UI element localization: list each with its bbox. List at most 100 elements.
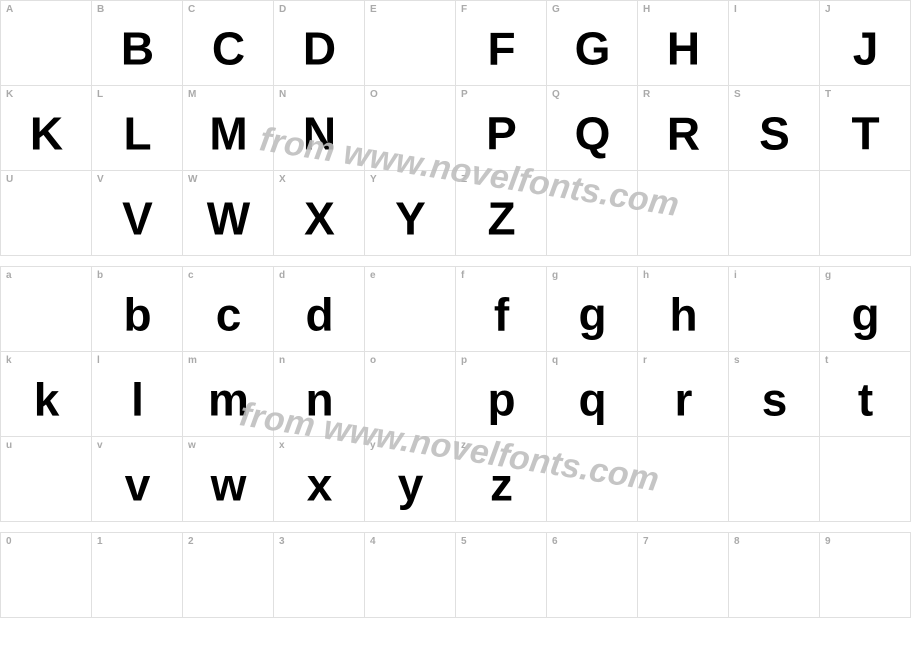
cell-glyph: V bbox=[92, 191, 182, 245]
glyph-cell: kk bbox=[1, 352, 92, 437]
glyph-cell: O bbox=[365, 86, 456, 171]
cell-label: Y bbox=[370, 174, 377, 185]
cell-label: u bbox=[6, 440, 12, 451]
glyph-cell: BB bbox=[92, 1, 183, 86]
cell-glyph: T bbox=[820, 106, 910, 160]
glyph-cell: qq bbox=[547, 352, 638, 437]
cell-label: E bbox=[370, 4, 377, 15]
glyph-cell bbox=[729, 437, 820, 522]
cell-glyph: S bbox=[729, 106, 819, 160]
cell-glyph: g bbox=[820, 287, 910, 341]
cell-glyph: P bbox=[456, 106, 546, 160]
cell-glyph: X bbox=[274, 191, 364, 245]
cell-label: 1 bbox=[97, 536, 103, 547]
cell-glyph: n bbox=[274, 372, 364, 426]
cell-label: M bbox=[188, 89, 196, 100]
glyph-cell: 5 bbox=[456, 533, 547, 618]
cell-label: v bbox=[97, 440, 103, 451]
glyph-cell: 9 bbox=[820, 533, 911, 618]
glyph-cell: VV bbox=[92, 171, 183, 256]
glyph-cell: SS bbox=[729, 86, 820, 171]
cell-glyph: M bbox=[183, 106, 273, 160]
cell-label: b bbox=[97, 270, 103, 281]
cell-glyph: W bbox=[183, 191, 273, 245]
cell-glyph: K bbox=[1, 106, 91, 160]
cell-label: i bbox=[734, 270, 737, 281]
cell-label: J bbox=[825, 4, 831, 15]
cell-label: l bbox=[97, 355, 100, 366]
glyph-cell bbox=[638, 171, 729, 256]
cell-glyph: c bbox=[183, 287, 273, 341]
glyph-cell: HH bbox=[638, 1, 729, 86]
glyph-cell: zz bbox=[456, 437, 547, 522]
cell-glyph: R bbox=[638, 106, 728, 160]
cell-glyph: g bbox=[547, 287, 637, 341]
cell-label: I bbox=[734, 4, 737, 15]
cell-label: V bbox=[97, 174, 104, 185]
cell-label: L bbox=[97, 89, 103, 100]
cell-label: B bbox=[97, 4, 104, 15]
cell-label: z bbox=[461, 440, 466, 451]
cell-glyph: Q bbox=[547, 106, 637, 160]
glyph-cell: 7 bbox=[638, 533, 729, 618]
cell-glyph: m bbox=[183, 372, 273, 426]
font-glyph-grid-root: ABBCCDDEFFGGHHIJJKKLLMMNNOPPQQRRSSTTUVVW… bbox=[0, 0, 911, 618]
glyph-cell: gg bbox=[820, 267, 911, 352]
cell-label: Z bbox=[461, 174, 467, 185]
glyph-cell: 3 bbox=[274, 533, 365, 618]
glyph-cell: I bbox=[729, 1, 820, 86]
cell-glyph: p bbox=[456, 372, 546, 426]
cell-glyph: G bbox=[547, 21, 637, 75]
cell-label: U bbox=[6, 174, 13, 185]
cell-label: W bbox=[188, 174, 197, 185]
cell-glyph: Y bbox=[365, 191, 455, 245]
cell-label: e bbox=[370, 270, 376, 281]
glyph-cell: bb bbox=[92, 267, 183, 352]
cell-label: H bbox=[643, 4, 650, 15]
cell-label: d bbox=[279, 270, 285, 281]
cell-glyph: f bbox=[456, 287, 546, 341]
cell-glyph: r bbox=[638, 372, 728, 426]
cell-label: A bbox=[6, 4, 13, 15]
cell-label: p bbox=[461, 355, 467, 366]
glyph-cell: RR bbox=[638, 86, 729, 171]
glyph-cell: KK bbox=[1, 86, 92, 171]
cell-glyph: q bbox=[547, 372, 637, 426]
glyph-cell: XX bbox=[274, 171, 365, 256]
glyph-cell: yy bbox=[365, 437, 456, 522]
cell-label: 2 bbox=[188, 536, 194, 547]
cell-label: 9 bbox=[825, 536, 831, 547]
cell-glyph: b bbox=[92, 287, 182, 341]
glyph-cell: U bbox=[1, 171, 92, 256]
glyph-cell: A bbox=[1, 1, 92, 86]
cell-label: O bbox=[370, 89, 378, 100]
cell-label: 3 bbox=[279, 536, 285, 547]
glyph-cell: vv bbox=[92, 437, 183, 522]
cell-glyph: t bbox=[820, 372, 910, 426]
cell-label: o bbox=[370, 355, 376, 366]
cell-label: C bbox=[188, 4, 195, 15]
glyph-cell: QQ bbox=[547, 86, 638, 171]
cell-glyph: B bbox=[92, 21, 182, 75]
glyph-cell: CC bbox=[183, 1, 274, 86]
glyph-cell: gg bbox=[547, 267, 638, 352]
glyph-cell: cc bbox=[183, 267, 274, 352]
cell-label: 5 bbox=[461, 536, 467, 547]
glyph-cell: YY bbox=[365, 171, 456, 256]
cell-label: g bbox=[552, 270, 558, 281]
glyph-cell: pp bbox=[456, 352, 547, 437]
cell-label: g bbox=[825, 270, 831, 281]
cell-glyph: F bbox=[456, 21, 546, 75]
cell-label: F bbox=[461, 4, 467, 15]
cell-label: 6 bbox=[552, 536, 558, 547]
cell-label: P bbox=[461, 89, 468, 100]
glyph-cell: u bbox=[1, 437, 92, 522]
glyph-cell: GG bbox=[547, 1, 638, 86]
glyph-grid: 0123456789 bbox=[0, 532, 911, 618]
glyph-cell: xx bbox=[274, 437, 365, 522]
cell-label: X bbox=[279, 174, 286, 185]
glyph-cell: ss bbox=[729, 352, 820, 437]
glyph-cell bbox=[729, 171, 820, 256]
glyph-cell: ff bbox=[456, 267, 547, 352]
glyph-cell: 8 bbox=[729, 533, 820, 618]
